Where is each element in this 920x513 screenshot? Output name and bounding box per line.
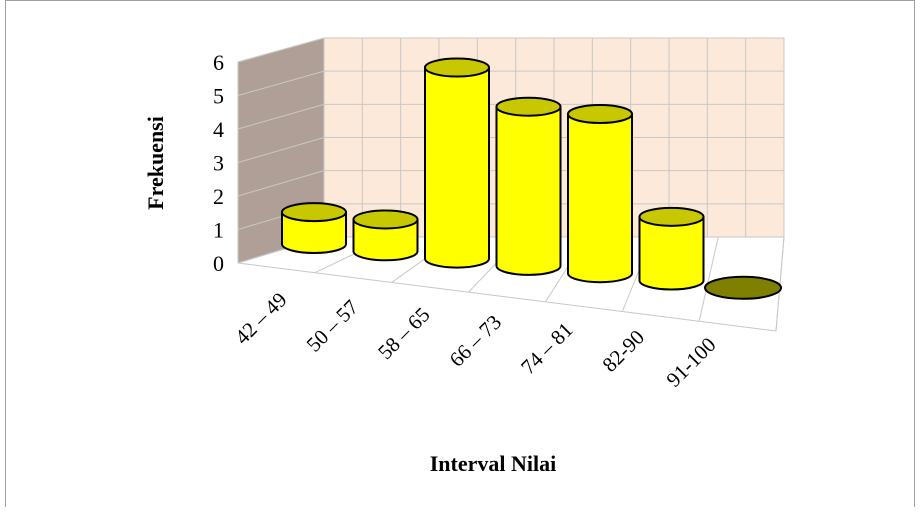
y-tick-labels: 0 1 2 3 4 5 6 (213, 50, 224, 276)
x-tick-label: 50 – 57 (302, 295, 364, 357)
bar-top (424, 57, 490, 78)
gridline-side (237, 37, 325, 63)
y-tick-label: 0 (213, 251, 224, 276)
bar-top-empty (704, 275, 782, 300)
x-tick-label: 58 – 65 (373, 303, 435, 365)
gridline-side (237, 170, 325, 197)
bar-3 (495, 96, 562, 276)
bar-6 (704, 275, 782, 300)
gridline-side (237, 70, 325, 96)
gridline-side (237, 137, 325, 163)
bar-body (495, 105, 562, 276)
y-tick-label: 5 (213, 84, 224, 109)
bar-top (495, 96, 562, 117)
y-axis-title: Frekuensi (143, 116, 168, 210)
y-tick-label: 1 (213, 218, 224, 243)
bar-body (424, 66, 490, 269)
bar-body (638, 215, 705, 291)
gridline-floor (698, 236, 719, 322)
bar-body (352, 218, 419, 262)
y-tick-label: 2 (213, 184, 224, 209)
y-tick-label: 6 (213, 50, 224, 75)
bar-top (567, 104, 633, 124)
chart-frame: 0 1 2 3 4 5 6 42 – 49 50 – 57 58 – 65 66 – 73 74 –… (5, 0, 915, 507)
x-axis-title: Interval Nilai (430, 451, 557, 476)
bar-2 (424, 57, 490, 269)
x-tick-label: 42 – 49 (230, 288, 292, 350)
bar-body (281, 211, 347, 254)
x-tick-label: 66 – 73 (445, 310, 507, 372)
chart-svg: 0 1 2 3 4 5 6 42 – 49 50 – 57 58 – 65 66 – 73 74 –… (143, 37, 785, 476)
x-tick-label: 91-100 (661, 333, 720, 392)
x-tick-label: 82-90 (597, 325, 649, 377)
bar-body (567, 113, 633, 284)
bar-top (352, 209, 419, 230)
gridline-side (237, 103, 325, 130)
bar-1 (352, 209, 419, 262)
x-tick-label: 74 – 81 (516, 318, 578, 380)
y-tick-label: 4 (213, 117, 224, 142)
bar-top (281, 202, 347, 223)
y-tick-label: 3 (213, 151, 224, 176)
bar-0 (281, 202, 347, 254)
bar-4 (567, 104, 633, 284)
bar-5 (638, 206, 705, 291)
chart-bars (281, 57, 782, 300)
bar-top (638, 206, 705, 227)
